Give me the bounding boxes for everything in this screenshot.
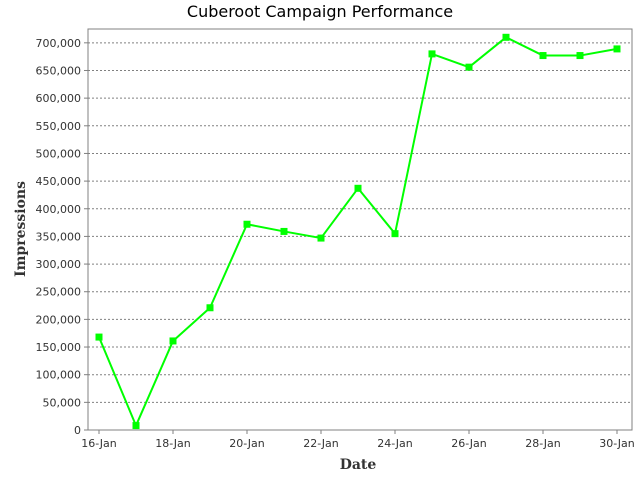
data-point — [539, 52, 547, 60]
y-tick-label: 50,000 — [43, 396, 82, 409]
x-axis-ticks: 16-Jan 18-Jan 20-Jan 22-Jan 24-Jan 26-Jan 28-J… — [81, 430, 635, 450]
y-tick-label: 200,000 — [36, 313, 82, 326]
x-tick-label: 22-Jan — [303, 437, 339, 450]
y-tick-label: 650,000 — [36, 64, 82, 77]
y-tick-label: 400,000 — [36, 203, 82, 216]
data-point — [95, 333, 103, 341]
y-tick-label: 250,000 — [36, 286, 82, 299]
x-tick-label: 20-Jan — [229, 437, 265, 450]
data-point — [280, 227, 288, 235]
data-point — [132, 422, 140, 430]
data-point — [391, 230, 399, 238]
data-point — [576, 52, 584, 60]
y-tick-label: 550,000 — [36, 120, 82, 133]
data-point — [317, 234, 325, 242]
data-point — [354, 184, 362, 192]
x-tick-label: 16-Jan — [81, 437, 117, 450]
data-point — [206, 304, 214, 312]
y-tick-label: 100,000 — [36, 369, 82, 382]
y-tick-label: 350,000 — [36, 230, 82, 243]
x-tick-label: 30-Jan — [599, 437, 635, 450]
x-tick-label: 26-Jan — [451, 437, 487, 450]
series-layer — [95, 33, 621, 430]
grid-lines — [88, 42, 632, 403]
y-axis-ticks: 0 50,000 100,000 150,000 200,000 250,000 300,0… — [36, 37, 88, 437]
y-tick-label: 0 — [74, 424, 81, 437]
x-tick-label: 28-Jan — [525, 437, 561, 450]
y-tick-label: 700,000 — [36, 37, 82, 50]
y-tick-label: 500,000 — [36, 147, 82, 160]
x-tick-label: 24-Jan — [377, 437, 413, 450]
plot-area — [87, 28, 633, 431]
data-point — [613, 45, 621, 53]
x-tick-label: 18-Jan — [155, 437, 191, 450]
y-tick-label: 300,000 — [36, 258, 82, 271]
data-point — [428, 50, 436, 58]
y-tick-label: 450,000 — [36, 175, 82, 188]
data-point — [465, 63, 473, 71]
y-axis-label: Impressions — [13, 181, 29, 277]
data-point — [243, 220, 251, 228]
y-tick-label: 150,000 — [36, 341, 82, 354]
chart-title: Cuberoot Campaign Performance — [187, 2, 453, 21]
y-tick-label: 600,000 — [36, 92, 82, 105]
x-axis-label: Date — [340, 457, 377, 473]
data-point — [169, 337, 177, 345]
data-point — [502, 33, 510, 41]
